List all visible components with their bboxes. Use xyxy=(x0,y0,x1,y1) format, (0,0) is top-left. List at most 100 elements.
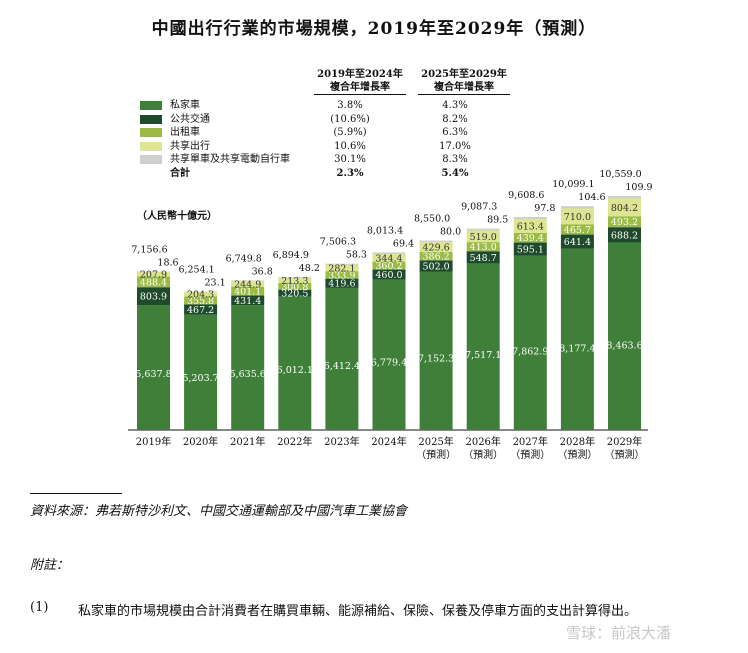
total-value-label: 9,087.3 xyxy=(461,202,497,213)
segment-value-label: 97.8 xyxy=(534,203,555,214)
bar-segment xyxy=(372,279,406,430)
bar-segment xyxy=(325,287,359,430)
bar-segment xyxy=(608,227,641,243)
segment-value-label: 548.7 xyxy=(470,253,497,264)
segment-value-label: 401.1 xyxy=(234,287,261,298)
watermark-text: 雪球：前浪大潘 xyxy=(566,624,672,642)
total-value-label: 6,749.8 xyxy=(226,253,262,264)
segment-value-label: 23.1 xyxy=(205,277,226,288)
bar-segment xyxy=(513,219,547,233)
x-tick-label: 2021年 xyxy=(230,435,265,448)
bar-segment xyxy=(419,242,453,252)
legend-cagr-2025-2029: 17.0% xyxy=(439,140,471,152)
bar-segment xyxy=(231,286,265,296)
bar-segment xyxy=(513,242,547,256)
bar-segment xyxy=(372,253,406,262)
bar-segment xyxy=(278,296,312,430)
bar-segment xyxy=(137,287,170,306)
x-tick-label: 2020年 xyxy=(183,435,218,448)
bar-segment xyxy=(513,232,547,243)
bar-segment xyxy=(608,242,641,430)
legend-swatch xyxy=(140,155,162,165)
bar-segment xyxy=(466,242,500,252)
bar-segment xyxy=(184,291,218,292)
legend-cagr-2019-2024: 3.8% xyxy=(337,100,363,111)
x-tick-label: 2026年 xyxy=(465,435,500,448)
cagr-header-2019-2024-line2: 複合年增長率 xyxy=(314,81,406,95)
segment-value-label: 244.9 xyxy=(234,279,261,290)
segment-value-label: 69.4 xyxy=(393,238,414,249)
x-tick-label: 2019年 xyxy=(136,435,171,448)
total-value-label: 6,894.9 xyxy=(273,250,309,261)
bar-segment xyxy=(278,282,312,290)
bar-segment xyxy=(419,240,453,243)
bar-segment xyxy=(372,261,406,270)
x-tick-sublabel: （預測） xyxy=(557,448,597,461)
legend-label: 私家車 xyxy=(170,100,200,111)
bar-segment xyxy=(513,255,547,430)
bar-segment xyxy=(466,251,500,264)
x-tick-sublabel: （預測） xyxy=(510,448,550,461)
bar-segment xyxy=(137,276,170,288)
bar-segment xyxy=(231,280,265,282)
segment-value-label: 460.0 xyxy=(375,270,402,281)
x-tick-label: 2027年 xyxy=(513,435,548,448)
bar-segment xyxy=(560,234,594,249)
total-value-label: 10,559.0 xyxy=(599,169,641,180)
bar-segment xyxy=(231,295,265,306)
legend-cagr-2025-2029: 6.3% xyxy=(442,127,468,139)
chart-title: 中國出行行業的市場規模，2019年至2029年（預測） xyxy=(151,19,597,39)
cagr-header-2025-2029: 2025年至2029年 複合年增長率 xyxy=(418,68,510,95)
bar-segment xyxy=(137,305,170,430)
legend-cagr-2019-2024: 30.1% xyxy=(334,154,366,166)
bar-segment xyxy=(325,264,359,272)
x-tick-sublabel: （預測） xyxy=(416,448,456,461)
total-value-label: 10,099.1 xyxy=(552,179,594,190)
cagr-header-2019-2024-line1: 2019年至2024年 xyxy=(317,69,403,80)
total-value-label: 8,550.0 xyxy=(414,214,450,225)
segment-value-label: 5,635.6 xyxy=(230,369,266,380)
legend-label: 共享單車及共享電動自行車 xyxy=(170,154,290,166)
segment-value-label: 36.8 xyxy=(252,266,273,277)
segment-value-label: 104.6 xyxy=(578,192,605,203)
bar-segment xyxy=(278,277,312,279)
bar-segment xyxy=(184,291,218,297)
segment-value-label: 48.2 xyxy=(299,263,320,274)
segment-value-label: 282.1 xyxy=(328,264,355,275)
segment-value-label: 89.5 xyxy=(487,215,508,226)
bar-segment xyxy=(419,260,453,272)
note-text: 私家車的市場規模由合計消費者在購買車輛、能源補給、保險、保養及停車方面的支出計算… xyxy=(78,604,638,619)
note-number: (1) xyxy=(30,600,49,615)
bar-segment xyxy=(466,228,500,231)
segment-value-label: 431.4 xyxy=(234,296,261,307)
bar-segment xyxy=(466,230,500,243)
bar-segment xyxy=(325,278,359,288)
bar-segment xyxy=(137,271,170,277)
bar-segment xyxy=(372,252,406,254)
x-tick-sublabel: （預測） xyxy=(463,448,503,461)
segment-value-label: 344.4 xyxy=(375,253,402,264)
source-rule xyxy=(30,493,122,494)
bar-segment xyxy=(184,314,218,430)
x-tick-label: 2022年 xyxy=(277,435,312,448)
total-value-label: 9,608.6 xyxy=(508,190,544,201)
segment-value-label: 465.7 xyxy=(564,225,591,236)
segment-value-label: 6,779.4 xyxy=(371,357,407,368)
x-tick-label: 2023年 xyxy=(324,435,359,448)
segment-value-label: 502.0 xyxy=(422,261,449,272)
segment-value-label: 439.4 xyxy=(517,233,544,244)
segment-value-label: 18.6 xyxy=(157,257,178,268)
bar-segment xyxy=(231,281,265,287)
segment-value-label: 213.3 xyxy=(281,276,308,287)
segment-value-label: 320.5 xyxy=(281,289,308,300)
legend-cagr-2025-2029: 8.2% xyxy=(442,113,468,125)
segment-value-label: 8,463.6 xyxy=(606,341,642,352)
bar-segment xyxy=(560,248,594,430)
bar-segment xyxy=(466,263,500,430)
bar-segment xyxy=(419,271,453,430)
segment-value-label: 710.0 xyxy=(564,212,591,223)
segment-value-label: 5,637.8 xyxy=(135,369,171,380)
legend-total-cagr-2019-2024: 2.3% xyxy=(336,168,364,179)
segment-value-label: 204.3 xyxy=(187,290,214,301)
cagr-header-2019-2024: 2019年至2024年 複合年增長率 xyxy=(314,68,406,95)
